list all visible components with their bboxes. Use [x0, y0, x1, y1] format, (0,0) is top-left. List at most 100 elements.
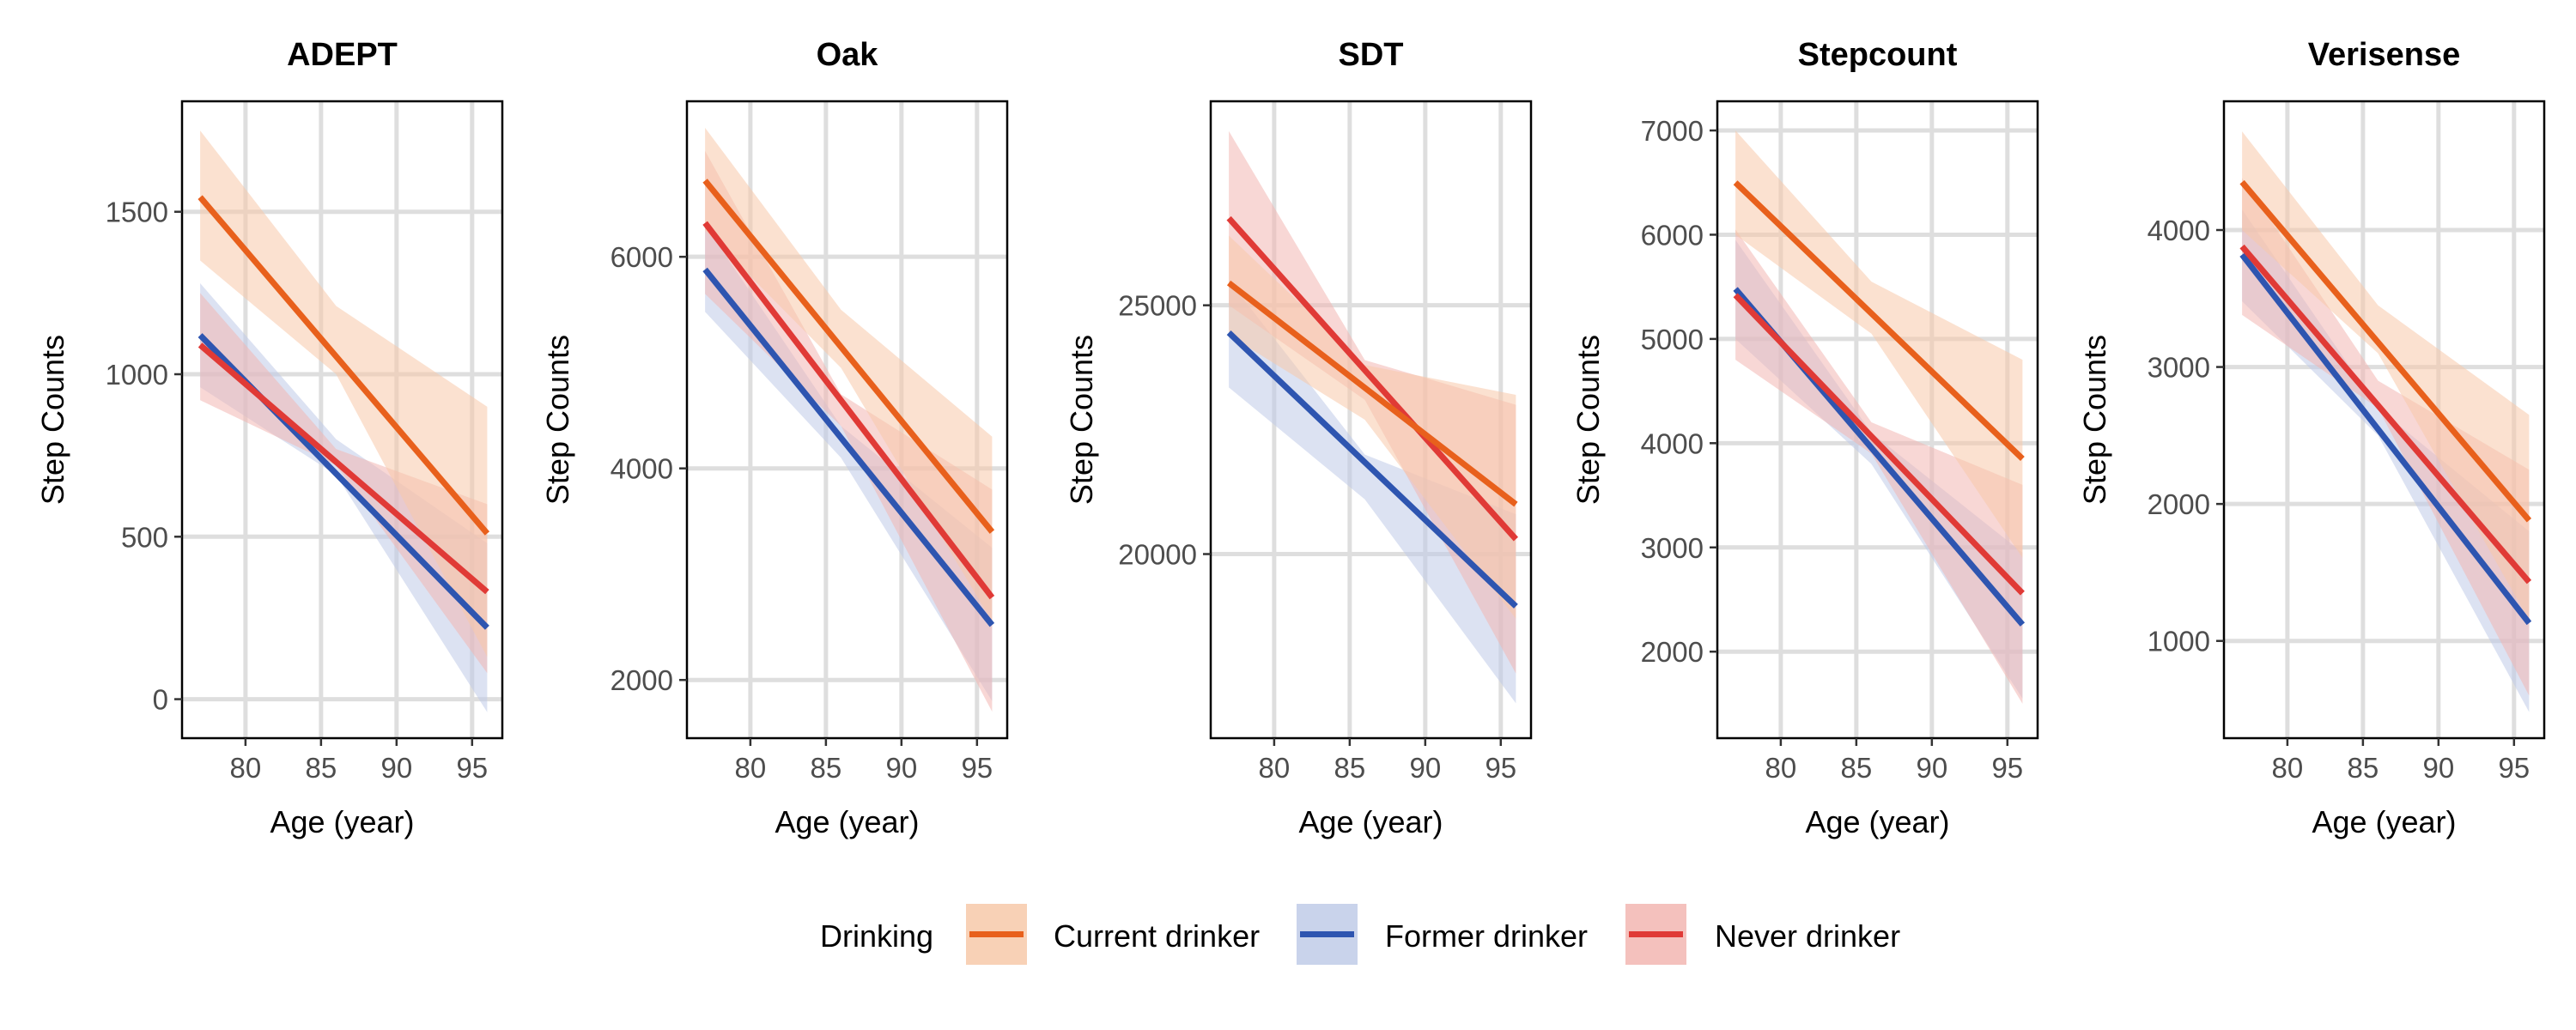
- y-axis-title: Step Counts: [540, 335, 575, 505]
- x-tick-label: 95: [961, 752, 993, 784]
- panel-title: Stepcount: [1798, 37, 1958, 73]
- y-tick-label: 3000: [1641, 532, 1704, 564]
- legend-label: Never drinker: [1715, 918, 1900, 954]
- x-tick-label: 80: [2272, 752, 2304, 784]
- x-axis-title: Age (year): [1298, 804, 1443, 839]
- ci-band-current-drinker: [1735, 130, 2023, 558]
- x-tick-label: 80: [1765, 752, 1797, 784]
- y-tick-label: 3000: [2148, 352, 2210, 384]
- y-tick-label: 2000: [1641, 636, 1704, 668]
- x-axis-title: Age (year): [270, 804, 414, 839]
- x-tick-label: 80: [1259, 752, 1291, 784]
- x-tick-label: 85: [306, 752, 337, 784]
- trend-line-current-drinker: [702, 179, 995, 534]
- trend-line-former-drinker: [2239, 252, 2532, 626]
- y-tick-label: 5000: [1641, 324, 1704, 355]
- y-axis-title: Step Counts: [1571, 335, 1606, 505]
- trend-line-former-drinker: [1226, 330, 1518, 609]
- ci-band-never-drinker: [200, 293, 488, 674]
- y-tick-label: 20000: [1118, 539, 1197, 571]
- trend-line-former-drinker: [702, 267, 995, 627]
- panel-oak: 80 85 90 95 2000 4000 6000 Oak Age (year) Step Co…: [540, 37, 1009, 839]
- panel-border: [1209, 100, 1533, 740]
- y-axis-title: Step Counts: [2077, 335, 2112, 505]
- x-tick-label: 80: [230, 752, 262, 784]
- y-tick-label: 2000: [2148, 488, 2210, 520]
- legend: Drinking Current drinker Former drinker Nev…: [820, 904, 1900, 965]
- plot-area: [197, 130, 490, 712]
- x-axis-title: Age (year): [2312, 804, 2456, 839]
- y-tick-label: 6000: [611, 241, 673, 273]
- x-tick-label: 95: [2498, 752, 2530, 784]
- legend-label: Current drinker: [1054, 918, 1260, 954]
- x-axis-title: Age (year): [1805, 804, 1949, 839]
- trend-line-current-drinker: [1226, 280, 1518, 507]
- plot-area: [1226, 130, 1519, 704]
- x-tick-label: 90: [1409, 752, 1441, 784]
- y-tick-label: 4000: [611, 453, 673, 485]
- y-tick-label: 4000: [2148, 215, 2210, 246]
- x-tick-label: 85: [1334, 752, 1366, 784]
- panel-title: SDT: [1339, 37, 1404, 73]
- ci-band-current-drinker: [705, 127, 993, 622]
- y-axis-title: Step Counts: [35, 335, 70, 505]
- trend-line-current-drinker: [197, 195, 490, 536]
- panel-sdt: 80 85 90 95 20000 25000 SDT Age (year) Step Coun…: [1064, 37, 1533, 839]
- y-tick-label: 7000: [1641, 115, 1704, 147]
- trend-line-current-drinker: [1733, 180, 2025, 462]
- trend-line-never-drinker: [702, 221, 995, 600]
- panel-verisense: 80 85 90 95 1000 2000 3000 4000 Verisense Age (ye…: [2077, 37, 2546, 839]
- legend-title: Drinking: [820, 918, 933, 954]
- legend-item-never-drinker: Never drinker: [1625, 904, 1900, 965]
- ci-band-current-drinker: [1229, 235, 1516, 619]
- x-tick-label: 90: [380, 752, 412, 784]
- panel-border: [2222, 100, 2546, 740]
- ci-band-former-drinker: [1229, 280, 1516, 704]
- panel-title: Oak: [817, 37, 879, 73]
- trend-line-current-drinker: [2239, 179, 2532, 523]
- x-tick-label: 85: [1841, 752, 1873, 784]
- ci-band-never-drinker: [1735, 229, 2023, 704]
- panel-adept: 80 85 90 95 0 500 1000 1500 ADEPT Age (year) Step …: [35, 37, 504, 839]
- y-tick-label: 4000: [1641, 427, 1704, 459]
- ci-band-current-drinker: [2242, 131, 2530, 621]
- trend-line-never-drinker: [1226, 215, 1519, 542]
- x-tick-label: 95: [456, 752, 488, 784]
- ci-band-never-drinker: [2242, 178, 2530, 696]
- y-tick-label: 0: [153, 684, 168, 716]
- x-tick-label: 95: [1991, 752, 2023, 784]
- plot-area: [2239, 131, 2532, 712]
- y-tick-label: 1000: [106, 359, 168, 391]
- plot-area: [702, 127, 995, 712]
- panel-title: ADEPT: [287, 37, 398, 73]
- panel-title: Verisense: [2308, 37, 2460, 73]
- x-axis-title: Age (year): [775, 804, 919, 839]
- trend-line-never-drinker: [197, 342, 489, 595]
- x-tick-label: 85: [811, 752, 842, 784]
- y-tick-label: 1000: [2148, 626, 2210, 657]
- trend-line-never-drinker: [2239, 244, 2532, 585]
- panel-border: [180, 100, 504, 740]
- panel-stepcount: 80 85 90 95 2000 3000 4000 5000 6000 7000 Stepcoun…: [1571, 37, 2039, 839]
- x-tick-label: 90: [2422, 752, 2454, 784]
- x-tick-label: 90: [885, 752, 917, 784]
- x-tick-label: 85: [2348, 752, 2379, 784]
- plot-area: [1733, 130, 2026, 704]
- y-tick-label: 6000: [1641, 219, 1704, 251]
- y-axis-title: Step Counts: [1064, 335, 1099, 505]
- legend-label: Former drinker: [1385, 918, 1588, 954]
- legend-item-former-drinker: Former drinker: [1297, 904, 1588, 965]
- ci-band-current-drinker: [200, 130, 488, 657]
- y-tick-label: 500: [121, 521, 168, 553]
- legend-item-current-drinker: Current drinker: [966, 904, 1260, 965]
- x-tick-label: 90: [1916, 752, 1947, 784]
- y-tick-label: 1500: [106, 197, 168, 228]
- panel-border: [685, 100, 1009, 740]
- y-tick-label: 25000: [1118, 290, 1197, 322]
- x-tick-label: 95: [1485, 752, 1516, 784]
- y-tick-label: 2000: [611, 664, 673, 696]
- trend-line-never-drinker: [1733, 293, 2025, 596]
- panel-border: [1716, 100, 2039, 740]
- x-tick-label: 80: [735, 752, 767, 784]
